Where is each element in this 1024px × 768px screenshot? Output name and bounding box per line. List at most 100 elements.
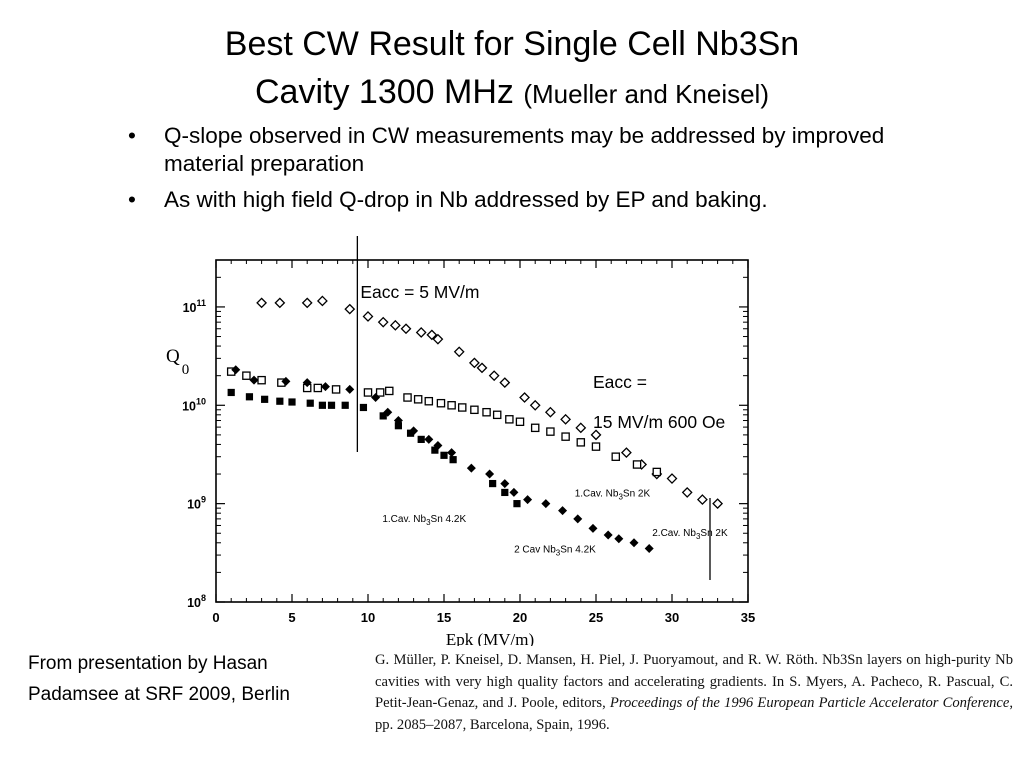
- point-open-square: [546, 427, 555, 436]
- point-open-diamond: [274, 297, 286, 309]
- point-filled-diamond: [558, 506, 568, 516]
- plot-border: [215, 259, 749, 603]
- point-open-diamond: [453, 346, 465, 358]
- point-open-diamond: [301, 297, 313, 309]
- reference-pages: , pp. 2085–2087, Barcelona, Spain, 1996.: [375, 695, 1013, 733]
- point-open-square: [403, 393, 412, 402]
- point-open-diamond: [316, 295, 328, 307]
- series-label: 1.Cav. Nb3Sn 4.2K: [382, 514, 466, 527]
- x-tick-label: 0: [212, 610, 219, 625]
- point-filled-diamond: [466, 463, 476, 473]
- title-authors: (Mueller and Kneisel): [523, 79, 769, 109]
- data-points: [226, 295, 724, 553]
- point-filled-square: [245, 393, 254, 401]
- point-filled-square: [318, 401, 326, 409]
- point-open-square: [313, 383, 323, 393]
- reference-authors: G. Müller, P. Kneisel, D. Mansen, H. Pie…: [375, 652, 1013, 711]
- point-open-diamond: [415, 327, 427, 338]
- point-open-diamond: [575, 422, 587, 434]
- point-filled-diamond: [523, 495, 533, 505]
- point-open-diamond: [666, 473, 678, 484]
- axis-ticks: 0 5 10 15 20 25 30 35 108 109 1010 1011 Epk (MV/m) Q0: [166, 259, 755, 646]
- point-filled-diamond: [371, 392, 381, 402]
- x-tick-label: 30: [665, 610, 679, 625]
- point-filled-square: [431, 446, 439, 454]
- point-filled-diamond: [345, 384, 355, 394]
- series-label: 2 Cav Nb3Sn 4.2K: [514, 544, 596, 557]
- point-filled-square: [449, 456, 457, 464]
- point-open-square: [385, 386, 394, 396]
- eacc-15-label-line2: 15 MV/m 600 Oe: [593, 412, 725, 432]
- point-open-square: [591, 442, 601, 451]
- x-tick-label: 35: [741, 610, 755, 625]
- point-filled-diamond: [383, 407, 393, 417]
- point-filled-square: [359, 403, 368, 412]
- point-open-diamond: [488, 370, 500, 382]
- point-open-diamond: [519, 392, 530, 403]
- point-filled-square: [379, 412, 387, 420]
- point-open-diamond: [712, 498, 724, 510]
- point-open-square: [576, 438, 586, 447]
- slide-title-line1: Best CW Result for Single Cell Nb3Sn: [224, 25, 800, 63]
- point-open-diamond: [400, 323, 412, 335]
- x-tick-label: 15: [437, 610, 451, 625]
- point-open-diamond: [426, 329, 438, 341]
- point-open-diamond: [499, 377, 511, 389]
- bullet-item: • Q-slope observed in CW measurements may…: [128, 122, 888, 178]
- title-main: Cavity 1300 MHz: [255, 73, 514, 111]
- point-open-square: [482, 407, 491, 417]
- x-tick-label: 5: [288, 610, 295, 625]
- bullet-item: • As with high field Q-drop in Nb address…: [128, 186, 888, 214]
- x-tick-label: 20: [513, 610, 527, 625]
- point-open-square: [505, 415, 514, 424]
- point-filled-diamond: [249, 375, 259, 385]
- bullet-text: Q-slope observed in CW measurements may …: [164, 123, 885, 176]
- eacc-15-label-line1: Eacc =: [593, 372, 647, 392]
- point-filled-square: [227, 388, 235, 397]
- point-open-diamond: [432, 333, 444, 345]
- point-open-square: [561, 432, 570, 441]
- point-filled-square: [513, 500, 521, 508]
- plot-frame: [215, 259, 749, 603]
- point-filled-diamond: [500, 479, 510, 489]
- point-open-square: [611, 452, 621, 461]
- eacc-5-label: Eacc = 5 MV/m: [360, 282, 479, 302]
- point-filled-square: [276, 397, 284, 405]
- point-open-diamond: [362, 311, 374, 322]
- point-filled-diamond: [393, 416, 403, 426]
- series-label: 1.Cav. Nb3Sn 2K: [575, 489, 651, 502]
- bullet-dot: •: [128, 187, 136, 212]
- point-open-diamond: [590, 429, 602, 441]
- point-filled-diamond: [588, 523, 598, 533]
- point-filled-square: [288, 398, 296, 406]
- point-filled-diamond: [541, 499, 551, 509]
- point-filled-diamond: [447, 448, 457, 458]
- point-open-diamond: [544, 406, 556, 418]
- bullet-list: • Q-slope observed in CW measurements may…: [128, 122, 888, 222]
- point-filled-square: [341, 401, 349, 409]
- point-filled-square: [327, 401, 336, 409]
- point-open-square: [242, 371, 251, 380]
- point-open-square: [530, 423, 540, 433]
- y-tick-label: 109: [187, 495, 206, 512]
- point-filled-square: [394, 422, 402, 430]
- bullet-dot: •: [128, 123, 136, 148]
- point-open-diamond: [696, 494, 708, 505]
- y-tick-label: 1010: [182, 396, 206, 413]
- point-filled-diamond: [644, 543, 654, 553]
- point-filled-diamond: [424, 434, 434, 444]
- point-filled-square: [306, 399, 314, 407]
- point-filled-diamond: [603, 530, 613, 540]
- point-open-diamond: [256, 297, 268, 309]
- point-filled-square: [261, 395, 269, 403]
- point-filled-square: [417, 435, 425, 443]
- point-filled-square: [501, 488, 509, 497]
- point-filled-square: [406, 429, 415, 437]
- point-open-square: [375, 388, 385, 397]
- point-open-diamond: [529, 399, 541, 411]
- point-filled-diamond: [320, 382, 330, 392]
- bullet-text: As with high field Q-drop in Nb addresse…: [164, 187, 768, 212]
- series-label: 2.Cav. Nb3Sn 2K: [652, 528, 728, 541]
- point-open-square: [424, 396, 434, 406]
- point-open-diamond: [560, 413, 572, 425]
